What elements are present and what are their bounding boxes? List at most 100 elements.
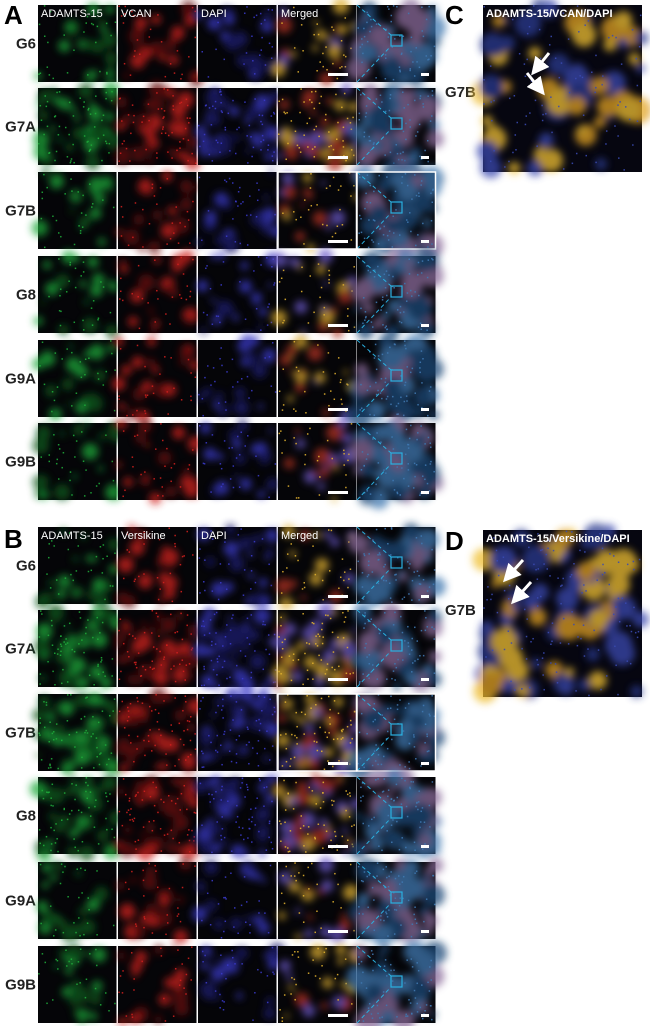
speck [344, 958, 347, 960]
stain-blob [93, 594, 110, 611]
speck [626, 563, 629, 566]
speck [545, 553, 548, 556]
speck [485, 656, 487, 658]
speck [215, 315, 218, 317]
speck [582, 114, 585, 117]
speck [260, 140, 262, 143]
speck [241, 677, 244, 680]
speck [48, 740, 50, 743]
speck [273, 284, 275, 286]
speck [351, 825, 353, 828]
speck [368, 654, 371, 656]
speck [294, 950, 296, 953]
speck [248, 818, 250, 821]
speck [96, 616, 98, 619]
speck [370, 18, 372, 21]
stain [117, 944, 189, 1026]
speck [325, 187, 328, 190]
speck [363, 554, 366, 557]
stain-blob [262, 756, 269, 763]
speck [367, 246, 370, 249]
speck [369, 202, 372, 204]
speck [241, 777, 244, 780]
speck [221, 828, 224, 830]
stain-blob [115, 121, 125, 131]
stain-blob [349, 439, 373, 463]
speck [134, 435, 136, 437]
stain-blob [105, 700, 118, 713]
speck [551, 622, 554, 624]
speck [120, 670, 122, 673]
stain-blob [104, 51, 118, 65]
speck [156, 576, 159, 579]
speck [49, 10, 52, 13]
stain-blob [223, 581, 234, 593]
speck [543, 652, 545, 654]
speck [508, 97, 511, 100]
stain-blob [179, 857, 192, 871]
stain-blob [210, 253, 217, 260]
speck [160, 850, 163, 852]
stain-blob [185, 155, 201, 171]
speckles [118, 694, 197, 767]
speck [246, 244, 249, 246]
speck [83, 651, 85, 654]
speck [293, 875, 296, 877]
speck [600, 688, 602, 691]
column-header: Merged [281, 530, 318, 542]
speck [260, 264, 262, 266]
speck [71, 809, 73, 812]
speck [313, 33, 315, 36]
speck [317, 263, 320, 265]
speck [383, 469, 385, 471]
speck [323, 393, 326, 395]
speck [89, 791, 92, 793]
stain-blob [172, 814, 189, 831]
speck [383, 778, 386, 780]
speck [199, 592, 201, 594]
speck [164, 132, 167, 134]
speck [411, 662, 414, 664]
stain-blob [131, 356, 144, 369]
speck [389, 597, 392, 599]
speck [426, 735, 428, 738]
stain-blob [612, 596, 637, 620]
speck [429, 386, 432, 388]
speck [240, 528, 242, 530]
speck [571, 162, 574, 165]
speck [217, 903, 220, 905]
speck [259, 779, 261, 782]
speck [221, 666, 224, 668]
stain-blob [51, 183, 57, 189]
speck [142, 879, 145, 882]
speck [174, 680, 177, 683]
stain-blob [114, 419, 124, 429]
speck [408, 567, 410, 569]
speck [258, 729, 261, 732]
speck [110, 752, 113, 754]
speck [417, 234, 419, 236]
speck [343, 621, 346, 623]
speck [240, 378, 243, 380]
speck [155, 612, 158, 615]
speck [223, 730, 226, 733]
speck [373, 269, 376, 271]
speck [363, 131, 366, 134]
speck [201, 239, 203, 242]
stain-blob [155, 656, 170, 671]
stain-blob [337, 957, 345, 966]
stain-blob [289, 256, 300, 268]
speck [177, 263, 179, 266]
speck [628, 118, 631, 121]
speck [132, 236, 134, 239]
speck [407, 625, 409, 628]
stain-blob [140, 715, 149, 724]
stain-blob [201, 674, 215, 689]
speck [224, 896, 227, 899]
speck [395, 143, 398, 146]
speck [290, 679, 293, 682]
stain-blob [41, 862, 52, 873]
speck [419, 95, 422, 97]
speck [617, 561, 620, 564]
speck [113, 698, 116, 700]
